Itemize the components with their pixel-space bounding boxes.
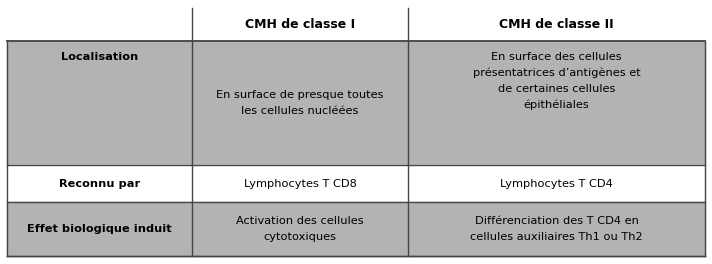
Text: Reconnu par: Reconnu par [59,179,140,189]
Text: Localisation: Localisation [61,52,138,62]
Bar [409,165,705,202]
Bar [7,41,192,165]
Bar [192,165,409,202]
Bar [409,41,705,165]
Text: Effet biologique induit: Effet biologique induit [27,224,172,234]
Text: En surface de presque toutes
les cellules nucléées: En surface de presque toutes les cellule… [216,90,384,116]
Bar [7,8,705,41]
Bar [192,41,409,165]
Text: CMH de classe I: CMH de classe I [245,18,355,31]
Text: Activation des cellules
cytotoxiques: Activation des cellules cytotoxiques [236,216,364,242]
Bar [192,202,409,256]
Text: CMH de classe II: CMH de classe II [499,18,614,31]
Bar [409,202,705,256]
Bar [7,165,192,202]
Text: Lymphocytes T CD4: Lymphocytes T CD4 [501,179,613,189]
Text: Lymphocytes T CD8: Lymphocytes T CD8 [244,179,357,189]
Text: Différenciation des T CD4 en
cellules auxiliaires Th1 ou Th2: Différenciation des T CD4 en cellules au… [471,216,643,242]
Bar [7,202,192,256]
Text: En surface des cellules
présentatrices d’antigènes et
de certaines cellules
épit: En surface des cellules présentatrices d… [473,52,641,110]
